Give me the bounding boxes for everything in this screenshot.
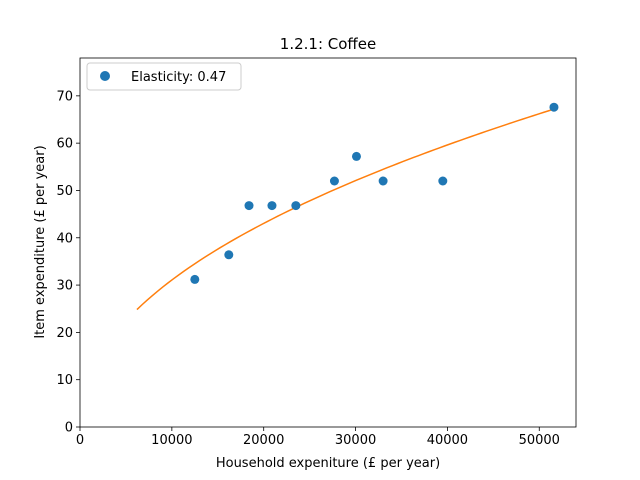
- y-tick-label: 10: [56, 373, 73, 388]
- legend-label: Elasticity: 0.47: [131, 70, 226, 85]
- legend: Elasticity: 0.47: [86, 62, 242, 91]
- data-point: [190, 274, 200, 284]
- x-tick-label: 0: [76, 433, 84, 448]
- x-tick-label: 30000: [335, 433, 376, 448]
- x-axis-label: Household expeniture (£ per year): [216, 456, 440, 471]
- x-tick-label: 10000: [151, 433, 192, 448]
- legend-frame: [86, 62, 242, 91]
- data-point: [224, 250, 234, 260]
- data-point: [549, 102, 559, 112]
- y-tick-label: 0: [65, 421, 73, 436]
- y-axis-label: Item expenditure (£ per year): [33, 145, 48, 338]
- plot-area: 0 10000 20000 30000 40000 50000 0 10 20 30 40 50 60 7…: [56, 57, 577, 448]
- y-tick-label: 60: [56, 137, 73, 152]
- chart-title: 1.2.1: Coffee: [280, 35, 376, 53]
- x-tick-label: 50000: [519, 433, 560, 448]
- data-point: [244, 201, 254, 211]
- y-tick-label: 20: [56, 326, 73, 341]
- data-point: [267, 201, 277, 211]
- x-tick-label: 20000: [243, 433, 284, 448]
- y-tick-label: 30: [56, 279, 73, 294]
- data-point: [438, 176, 448, 186]
- y-tick-label: 40: [56, 231, 73, 246]
- axes-frame: [79, 57, 577, 428]
- y-tick-label: 70: [56, 89, 73, 104]
- data-point: [329, 176, 339, 186]
- legend-marker: [100, 71, 110, 81]
- data-point: [351, 151, 361, 161]
- data-point: [378, 176, 388, 186]
- data-point: [291, 201, 301, 211]
- x-tick-label: 40000: [427, 433, 468, 448]
- fit-line: [136, 108, 555, 311]
- y-tick-label: 50: [56, 184, 73, 199]
